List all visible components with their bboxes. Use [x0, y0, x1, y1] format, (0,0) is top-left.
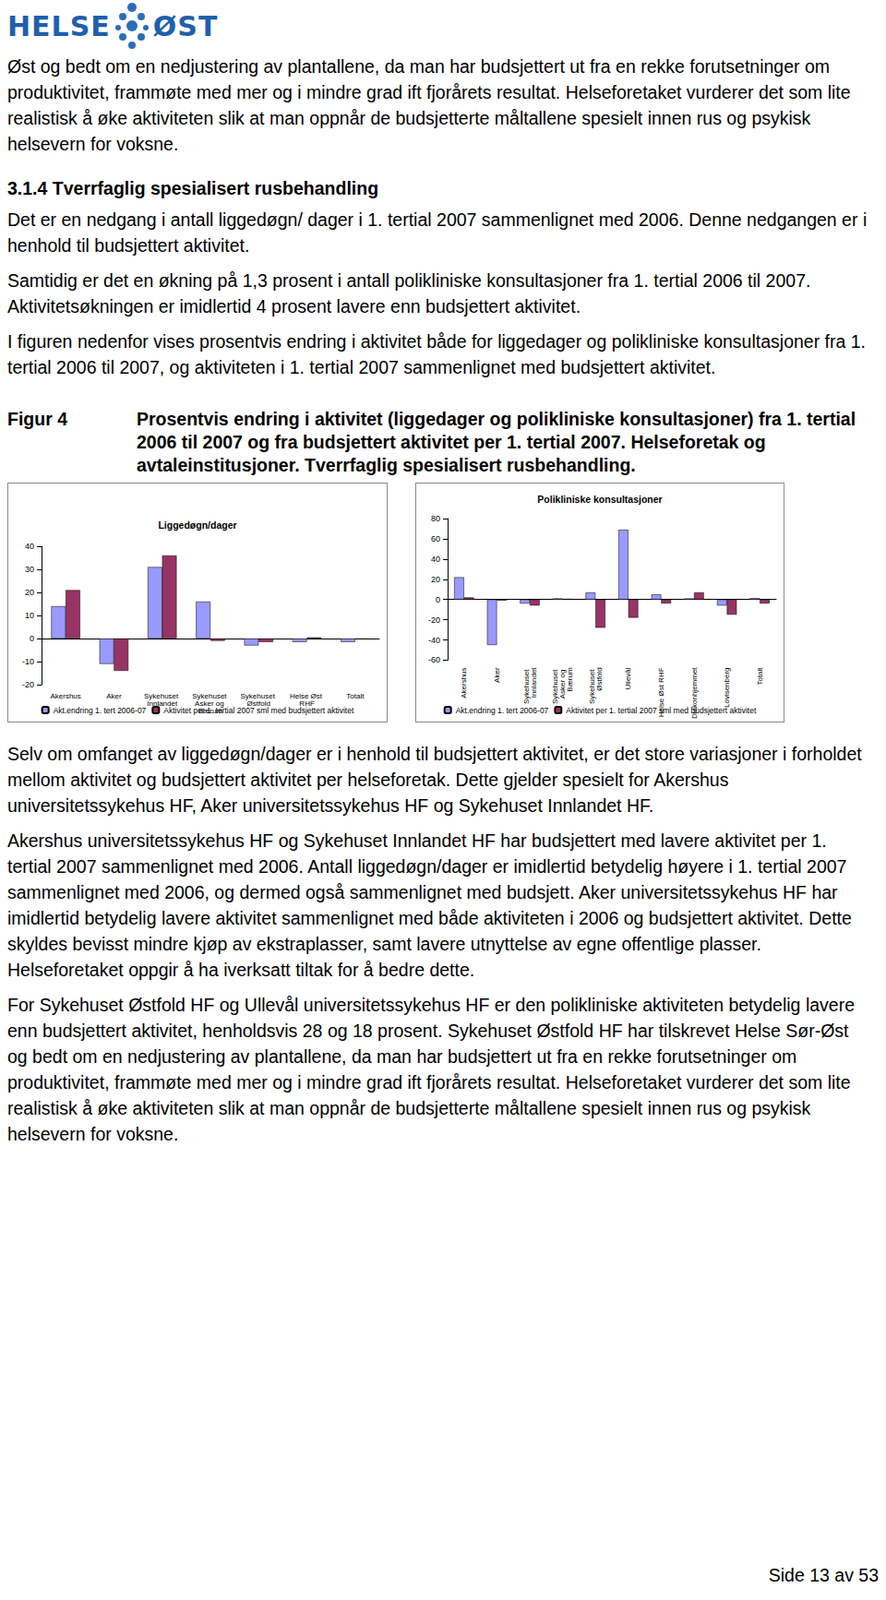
svg-text:Sykehuset: Sykehuset: [240, 691, 277, 701]
html-text:Figur 4: Figur 4: [7, 408, 68, 430]
svg-text:Totalt: Totalt: [346, 692, 365, 701]
svg-text:Polikliniske konsultasjoner: Polikliniske konsultasjoner: [537, 493, 662, 505]
svg-text:Østfold: Østfold: [595, 667, 604, 691]
html-text:Samtidig er det en økning på 1: Samtidig er det en økning på 1,3 prosent…: [7, 270, 811, 317]
html-text:For Sykehuset Østfold HF og Ul: For Sykehuset Østfold HF og Ullevål univ…: [7, 994, 855, 1145]
svg-text:Diakonhjemmet: Diakonhjemmet: [689, 667, 699, 719]
svg-text:Sykehuset: Sykehuset: [143, 691, 181, 701]
svg-text:Aker: Aker: [492, 667, 502, 683]
svg-text:Totalt: Totalt: [755, 667, 765, 686]
svg-text:Asker og: Asker og: [194, 699, 227, 708]
svg-text:Akt.endring 1. tert 2006-07: Akt.endring 1. tert 2006-07: [455, 706, 550, 716]
svg-text:Sykehuset: Sykehuset: [551, 667, 560, 705]
svg-text:20: 20: [431, 574, 441, 585]
html-text:Det er en nedgang i antall lig: Det er en nedgang i antall liggedøgn/ da…: [7, 209, 867, 256]
svg-text:40: 40: [24, 541, 35, 551]
svg-text:-40: -40: [428, 635, 441, 646]
svg-text:10: 10: [24, 610, 35, 621]
svg-text:Asker og: Asker og: [558, 667, 567, 699]
svg-text:Akershus: Akershus: [459, 667, 468, 698]
html-text:HELSE: HELSE: [7, 9, 111, 42]
svg-text:Bærum: Bærum: [565, 667, 575, 693]
html-text:ØST: ØST: [153, 9, 219, 42]
svg-text:Helse Øst: Helse Øst: [289, 691, 325, 701]
svg-text:40: 40: [431, 554, 441, 564]
svg-text:Akt.endring 1. tert 2006-07: Akt.endring 1. tert 2006-07: [53, 706, 147, 716]
html-text:Selv om omfanget av liggedøgn/: Selv om omfanget av liggedøgn/dager er i…: [7, 743, 862, 816]
html-text:Øst og bedt om en nedjustering: Øst og bedt om en nedjustering av planta…: [7, 56, 851, 155]
html-text:Akershus universitetssykehus H: Akershus universitetssykehus HF og Sykeh…: [7, 830, 852, 981]
svg-text:Sykehuset: Sykehuset: [192, 691, 229, 701]
svg-text:0: 0: [29, 634, 35, 644]
svg-text:Liggedøgn/dager: Liggedøgn/dager: [157, 519, 237, 531]
svg-text:Ullevål: Ullevål: [623, 667, 633, 690]
html-text:Prosentvis endring i aktivitet: Prosentvis endring i aktivitet (liggedag…: [136, 408, 856, 476]
svg-text:Sykehuset: Sykehuset: [587, 667, 596, 705]
svg-text:30: 30: [24, 564, 35, 575]
svg-text:Akershus: Akershus: [49, 692, 81, 701]
svg-text:20: 20: [24, 587, 35, 598]
svg-text:0: 0: [435, 595, 441, 605]
svg-text:-20: -20: [428, 615, 441, 625]
html-text:3.1.4 Tverrfaglig spesialisert: 3.1.4 Tverrfaglig spesialisert rusbehand…: [7, 178, 379, 199]
svg-text:60: 60: [431, 534, 441, 544]
svg-text:Innlandet: Innlandet: [529, 667, 539, 699]
svg-text:RHF: RHF: [299, 699, 315, 708]
svg-text:Aker: Aker: [106, 692, 122, 701]
html-text:I figuren nedenfor vises prose: I figuren nedenfor vises prosentvis endr…: [7, 331, 866, 378]
svg-text:-20: -20: [22, 680, 35, 690]
svg-text:80: 80: [431, 514, 441, 524]
svg-text:Sykehuset: Sykehuset: [521, 667, 531, 705]
svg-text:Innlandet: Innlandet: [147, 699, 178, 708]
svg-text:Lovisenberg: Lovisenberg: [722, 667, 731, 708]
svg-text:Helse Øst RHF: Helse Øst RHF: [657, 667, 666, 718]
svg-text:Østfold: Østfold: [246, 699, 271, 708]
svg-text:Aktivitet per 1. tertial 2007: Aktivitet per 1. tertial 2007 sml med bu…: [565, 706, 757, 716]
html-text:Side 13 av 53: Side 13 av 53: [768, 1565, 879, 1586]
svg-text:-10: -10: [22, 657, 35, 667]
svg-text:Aktivitet per 1. tertial 2007: Aktivitet per 1. tertial 2007 sml med bu…: [163, 706, 355, 716]
svg-text:-60: -60: [428, 655, 441, 665]
